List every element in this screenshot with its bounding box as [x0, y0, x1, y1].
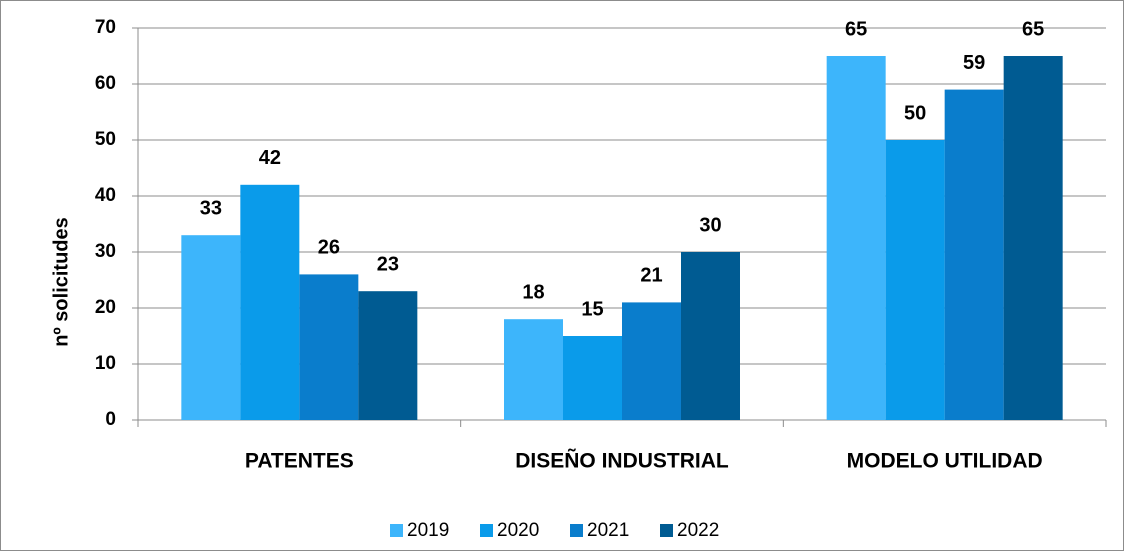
legend-swatch	[570, 524, 583, 537]
legend-label: 2019	[407, 520, 449, 541]
legend-swatch	[660, 524, 673, 537]
bar	[299, 274, 359, 420]
data-label: 21	[640, 265, 662, 287]
x-tick-label: PATENTES	[245, 450, 354, 473]
data-label: 50	[904, 102, 926, 124]
data-label: 30	[699, 214, 721, 236]
data-label: 33	[200, 197, 222, 219]
bar	[944, 89, 1004, 420]
y-tick-label: 40	[95, 185, 116, 206]
legend-label: 2022	[677, 520, 719, 541]
data-label: 26	[318, 237, 340, 259]
y-tick-label: 60	[95, 73, 116, 94]
bar	[504, 319, 563, 420]
legend-label: 2020	[497, 520, 539, 541]
bar	[885, 140, 945, 420]
y-tick-label: 20	[95, 297, 116, 318]
x-tick-label: MODELO UTILIDAD	[847, 450, 1043, 473]
bar	[622, 302, 681, 420]
y-axis-label: nº solicitudes	[50, 217, 72, 347]
data-label: 23	[377, 253, 399, 275]
bar	[681, 252, 740, 420]
data-label: 59	[963, 52, 985, 74]
legend-label: 2021	[587, 520, 629, 541]
legend-swatch	[480, 524, 493, 537]
bar	[563, 336, 622, 420]
bar	[1003, 56, 1063, 420]
y-tick-label: 70	[95, 17, 116, 38]
y-tick-label: 50	[95, 129, 116, 150]
y-tick-label: 0	[105, 409, 116, 430]
bar	[826, 56, 886, 420]
bar	[240, 184, 300, 420]
bar	[358, 291, 418, 420]
data-label: 18	[522, 281, 544, 303]
y-tick-label: 30	[95, 241, 116, 262]
y-tick-label: 10	[95, 353, 116, 374]
bar	[181, 235, 241, 420]
data-label: 42	[259, 147, 281, 169]
x-tick-label: DISEÑO INDUSTRIAL	[515, 450, 729, 473]
data-label: 65	[1022, 18, 1044, 40]
data-label: 15	[581, 298, 603, 320]
data-label: 65	[845, 18, 867, 40]
legend-swatch	[390, 524, 403, 537]
